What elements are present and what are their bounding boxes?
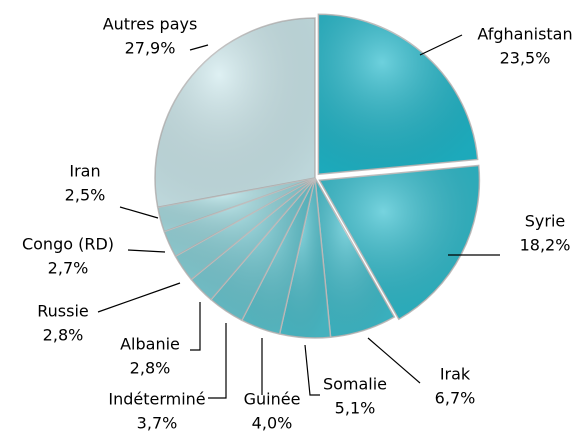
slice-shine — [175, 178, 315, 280]
slice-value: 2,8% — [130, 359, 171, 378]
slice-value: 23,5% — [500, 49, 551, 68]
leader-line — [419, 34, 463, 56]
slice-name: Guinée — [244, 390, 301, 409]
slice-name: Indéterminé — [108, 390, 205, 409]
slice-shine — [191, 178, 315, 300]
leader-line — [190, 302, 201, 351]
leader-line — [119, 206, 159, 219]
slice-name: Congo (RD) — [22, 235, 114, 254]
slice-value: 5,1% — [335, 399, 376, 418]
slice-shine — [211, 178, 315, 321]
slice-shine — [315, 178, 395, 338]
slice-name: Irak — [440, 365, 471, 384]
leader-line — [367, 337, 421, 384]
slice-value: 4,0% — [252, 414, 293, 432]
leader-line — [208, 323, 227, 399]
slice-name: Iran — [69, 162, 100, 181]
leader-line — [189, 44, 209, 51]
slice-shine — [241, 178, 315, 335]
slice-value: 18,2% — [520, 236, 571, 255]
slice-value: 2,8% — [43, 326, 84, 345]
slice-shine — [155, 18, 315, 208]
slice-shine — [164, 178, 315, 257]
slice-value: 2,5% — [65, 186, 106, 205]
slice-shine — [279, 178, 331, 338]
slice-value: 27,9% — [125, 39, 176, 58]
slice-shine — [157, 178, 315, 232]
leader-line — [304, 344, 320, 396]
slice-name: Afghanistan — [477, 25, 572, 44]
slice-name: Albanie — [120, 335, 180, 354]
leader-line — [127, 249, 166, 253]
slice-name: Autres pays — [103, 15, 198, 34]
slice-shine — [318, 14, 478, 175]
slice-value: 2,7% — [48, 259, 89, 278]
slice-value: 3,7% — [137, 414, 178, 432]
slice-name: Syrie — [525, 212, 566, 231]
slice-value: 6,7% — [435, 389, 476, 408]
leader-line — [97, 282, 181, 313]
slice-name: Russie — [37, 302, 89, 321]
slice-shine — [319, 165, 480, 320]
slice-name: Somalie — [323, 375, 387, 394]
